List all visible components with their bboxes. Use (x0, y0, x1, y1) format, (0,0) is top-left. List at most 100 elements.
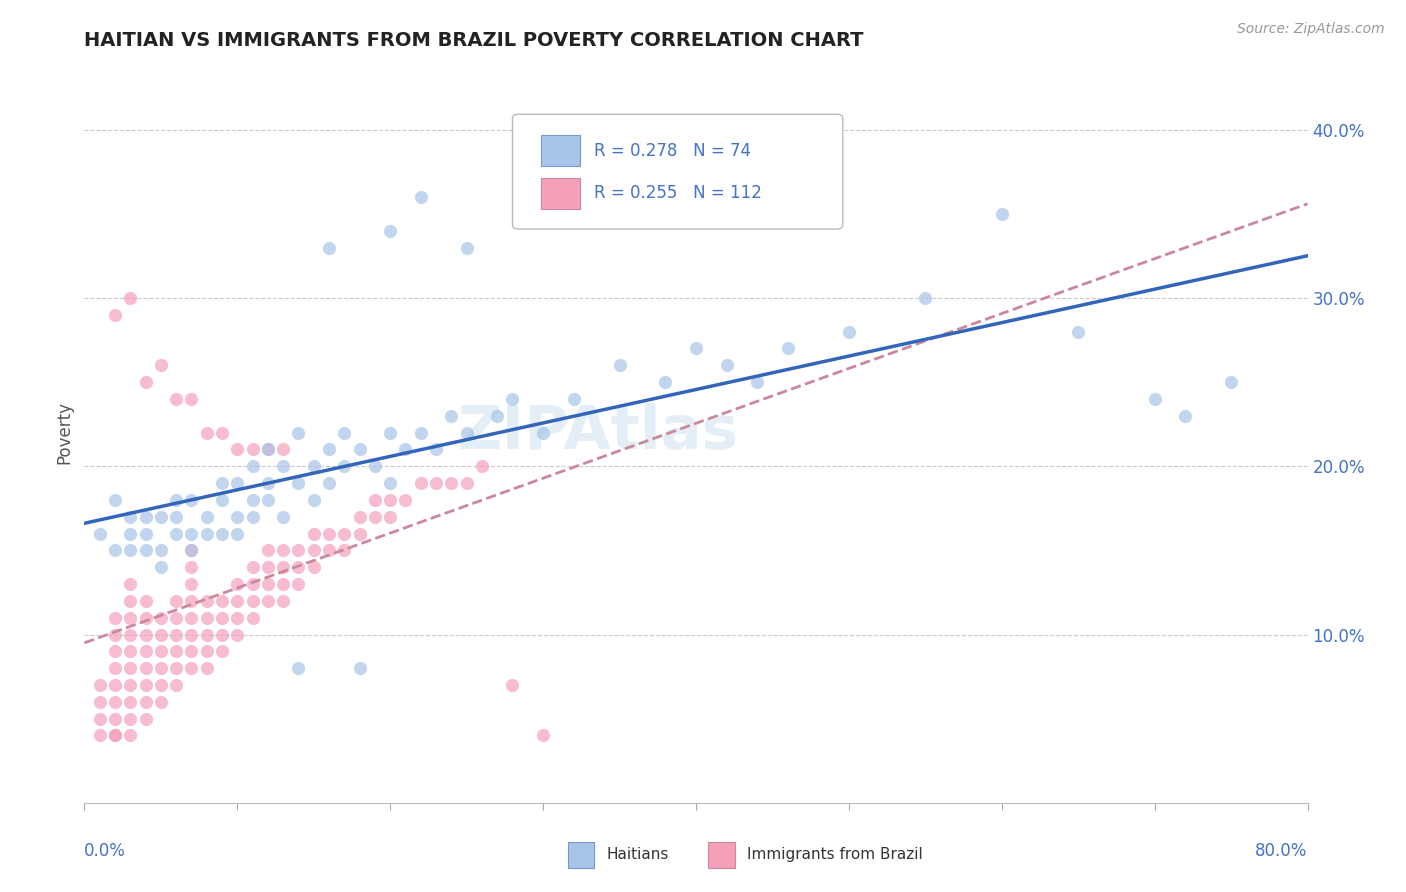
FancyBboxPatch shape (513, 114, 842, 229)
Point (104, 678, 127, 692)
Point (135, 610, 157, 624)
Point (287, 560, 309, 574)
Point (195, 610, 218, 624)
Point (149, 678, 172, 692)
Point (440, 409, 463, 423)
Point (425, 476, 447, 491)
Point (211, 526, 233, 541)
Point (287, 577, 309, 591)
Point (226, 627, 249, 641)
Point (991, 207, 1014, 221)
Point (180, 492, 202, 507)
Point (195, 509, 218, 524)
Point (104, 695, 127, 709)
Point (349, 509, 371, 524)
Point (89, 678, 111, 692)
Point (716, 359, 738, 373)
Point (120, 661, 142, 675)
Point (135, 509, 157, 524)
Point (180, 526, 202, 541)
Point (425, 442, 447, 457)
Point (120, 695, 142, 709)
Point (333, 543, 356, 558)
Point (380, 492, 402, 507)
Point (502, 678, 524, 692)
Point (211, 476, 233, 491)
Point (120, 610, 142, 624)
Point (104, 610, 127, 624)
FancyBboxPatch shape (568, 842, 595, 868)
Point (165, 661, 187, 675)
Point (120, 627, 142, 641)
Point (776, 342, 799, 356)
Point (242, 560, 264, 574)
Point (409, 476, 432, 491)
Point (318, 526, 340, 541)
Point (394, 492, 416, 507)
Point (195, 425, 218, 440)
Point (257, 442, 280, 457)
Point (226, 442, 249, 457)
Point (502, 392, 524, 406)
Point (135, 661, 157, 675)
Point (165, 594, 187, 608)
Y-axis label: Poverty: Poverty (55, 401, 73, 464)
Point (104, 308, 127, 322)
FancyBboxPatch shape (541, 178, 579, 209)
Point (195, 526, 218, 541)
Point (257, 492, 280, 507)
Point (318, 442, 340, 457)
Point (271, 459, 294, 474)
Point (104, 492, 127, 507)
Point (149, 560, 172, 574)
Point (747, 375, 769, 389)
Point (1143, 392, 1166, 406)
Point (135, 526, 157, 541)
Point (149, 644, 172, 658)
Point (685, 342, 707, 356)
Point (120, 291, 142, 305)
Point (349, 526, 371, 541)
Point (226, 594, 249, 608)
Point (271, 509, 294, 524)
Point (456, 240, 478, 255)
Point (226, 526, 249, 541)
Point (149, 543, 172, 558)
Text: Haitians: Haitians (606, 847, 669, 863)
Point (364, 492, 387, 507)
Point (1174, 409, 1197, 423)
Text: ZIPAtlas: ZIPAtlas (457, 403, 738, 462)
Point (165, 678, 187, 692)
Point (271, 594, 294, 608)
Point (271, 442, 294, 457)
Point (180, 610, 202, 624)
Text: R = 0.278   N = 74: R = 0.278 N = 74 (595, 142, 751, 160)
Point (211, 425, 233, 440)
Text: Source: ZipAtlas.com: Source: ZipAtlas.com (1237, 22, 1385, 37)
Point (180, 594, 202, 608)
Point (287, 476, 309, 491)
Point (1220, 375, 1243, 389)
Point (135, 627, 157, 641)
Point (302, 526, 325, 541)
Point (271, 577, 294, 591)
Point (149, 610, 172, 624)
Point (1067, 325, 1090, 339)
Text: HAITIAN VS IMMIGRANTS FROM BRAZIL POVERTY CORRELATION CHART: HAITIAN VS IMMIGRANTS FROM BRAZIL POVERT… (84, 30, 863, 50)
Point (195, 594, 218, 608)
Point (242, 509, 264, 524)
Point (211, 594, 233, 608)
Point (120, 577, 142, 591)
Point (440, 476, 463, 491)
Point (135, 644, 157, 658)
Point (318, 543, 340, 558)
Point (120, 712, 142, 726)
Point (287, 543, 309, 558)
Point (211, 610, 233, 624)
Text: R = 0.255   N = 112: R = 0.255 N = 112 (595, 185, 762, 202)
Point (226, 577, 249, 591)
Point (120, 509, 142, 524)
Point (120, 594, 142, 608)
Point (195, 627, 218, 641)
Point (180, 392, 202, 406)
